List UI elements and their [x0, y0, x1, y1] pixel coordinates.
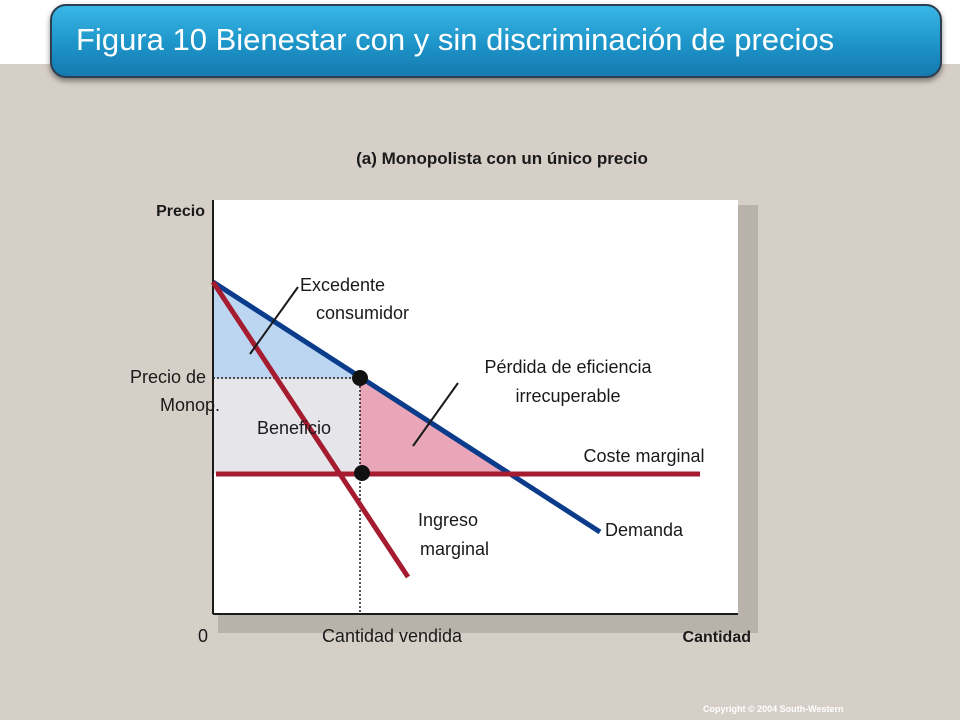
- monopoly-price-point: [352, 370, 368, 386]
- demand-label: Demanda: [605, 520, 684, 540]
- x-axis-label: Cantidad: [683, 629, 751, 646]
- marginal-revenue-label-line1: Ingreso: [418, 510, 478, 530]
- profit-label: Beneficio: [257, 418, 331, 438]
- demand-curve: [211, 279, 602, 535]
- deadweight-loss-label-line2: irrecuperable: [515, 386, 620, 406]
- consumer-surplus-label-line1: Excedente: [300, 275, 385, 295]
- title-bar: Figura 10 Bienestar con y sin discrimina…: [50, 4, 942, 78]
- mc-mr-intersection-point: [354, 465, 370, 481]
- marginal-cost-label: Coste marginal: [583, 446, 704, 466]
- consumer-surplus-label-line2: consumidor: [316, 303, 409, 323]
- marginal-revenue-label-line2: marginal: [420, 539, 489, 559]
- price-label-line1: Precio de: [130, 367, 206, 387]
- deadweight-loss-pointer: [412, 382, 459, 447]
- y-axis-label: Precio: [156, 203, 205, 220]
- price-label-line2: Monop.: [160, 395, 220, 415]
- subtitle: (a) Monopolista con un único precio: [356, 149, 648, 168]
- origin-label: 0: [198, 626, 208, 646]
- copyright-notice: Copyright © 2004 South-Western: [703, 704, 844, 714]
- consumer-surplus-pointer: [249, 286, 299, 355]
- slide-title: Figura 10 Bienestar con y sin discrimina…: [76, 22, 835, 57]
- quantity-sold-label: Cantidad vendida: [322, 626, 463, 646]
- marginal-revenue-curve: [210, 280, 411, 579]
- deadweight-loss-label-line1: Pérdida de eficiencia: [484, 357, 652, 377]
